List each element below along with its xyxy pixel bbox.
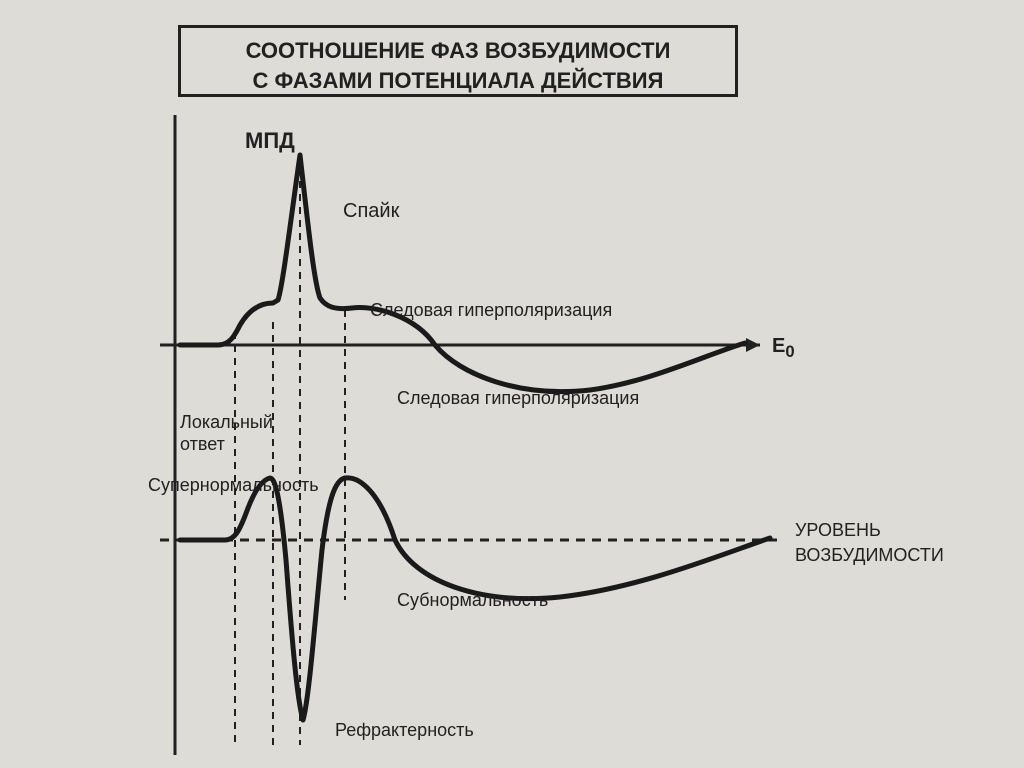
label-supernorm: Супернормальность (148, 475, 319, 496)
label-e0: E0 (772, 335, 795, 362)
label-local-resp-2: ответ (180, 434, 225, 455)
label-spike: Спайк (343, 200, 399, 223)
label-mpd: МПД (245, 128, 295, 154)
label-e0-main: E (772, 335, 785, 357)
label-level-1: УРОВЕНЬ (795, 520, 881, 541)
label-trace-hyper-below: Следовая гиперполяризация (397, 388, 639, 409)
diagram-root: СООТНОШЕНИЕ ФАЗ ВОЗБУДИМОСТИ С ФАЗАМИ ПО… (0, 0, 1024, 768)
label-e0-sub: 0 (785, 342, 794, 361)
label-local-resp-1: Локальный (180, 412, 273, 433)
label-refract: Рефрактерность (335, 720, 474, 741)
label-level-2: ВОЗБУДИМОСТИ (795, 545, 944, 566)
label-subnorm: Субнормальность (397, 590, 548, 611)
label-trace-hyper-top: Следовая гиперполяризация (370, 300, 612, 321)
e0-axis-arrow (746, 338, 760, 352)
action-potential-curve (180, 155, 745, 392)
plot-layer (0, 0, 1024, 768)
